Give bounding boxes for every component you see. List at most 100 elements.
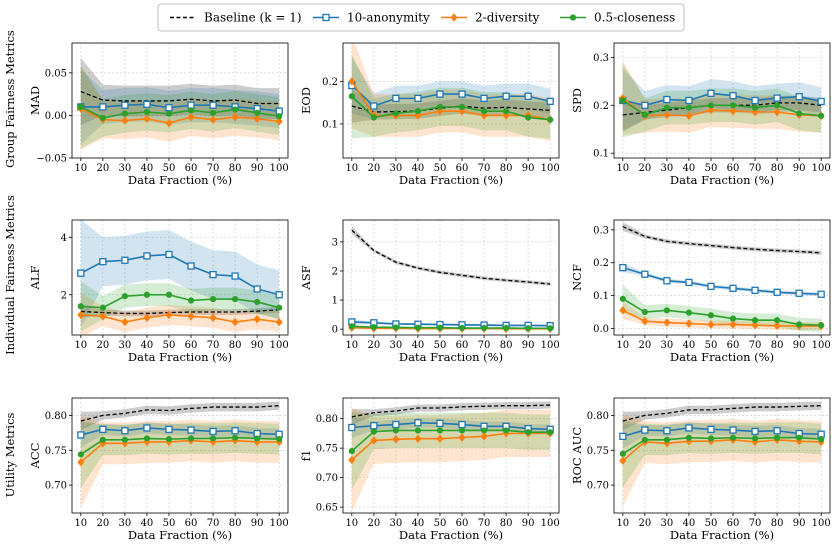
x-axis: 10 20 30 40 50 60 70 80 90 100 Data Fraction (%)	[74, 513, 289, 542]
data-point	[525, 325, 532, 332]
y-axis-label: NCF	[570, 264, 584, 291]
data-point	[751, 427, 759, 436]
data-point	[414, 419, 422, 427]
data-point	[685, 434, 693, 441]
data-point	[392, 427, 399, 434]
data-point	[707, 435, 715, 442]
data-point	[121, 256, 129, 264]
band-baseline	[622, 95, 822, 131]
x-axis-label: Data Fraction (%)	[670, 528, 774, 542]
series-10-anonymity	[348, 419, 554, 433]
data-point	[209, 270, 217, 279]
x-tick-label: 20	[367, 518, 380, 529]
legend-entry-baseline-k-1: Baseline (k = 1)	[170, 11, 302, 25]
band-0-5-closeness	[80, 280, 280, 332]
plot-area	[77, 57, 283, 150]
x-axis: 10 20 30 40 50 60 70 80 90 100 Data Fraction (%)	[74, 335, 289, 364]
data-point	[707, 282, 715, 291]
band-2-diversity	[80, 67, 280, 150]
x-tick-label: 90	[522, 340, 535, 351]
x-tick-label: 80	[229, 163, 242, 174]
data-point	[502, 111, 510, 120]
data-point	[525, 429, 532, 436]
legend-entry-0-5-closeness: 0.5-closeness	[560, 11, 675, 25]
y-axis-label: ACC	[28, 442, 42, 469]
series-0-5-closeness	[619, 434, 825, 457]
data-point	[392, 324, 399, 331]
data-point	[254, 435, 261, 442]
data-point	[774, 102, 781, 109]
data-point	[348, 323, 355, 330]
data-point	[143, 108, 151, 116]
x-axis: 10 20 30 40 50 60 70 80 90 100 Data Fraction (%)	[616, 513, 831, 542]
data-point	[187, 435, 195, 442]
x-tick-label: 80	[229, 518, 242, 529]
data-point	[99, 436, 106, 443]
x-tick-label: 20	[638, 518, 651, 529]
data-point	[774, 434, 781, 441]
y-axis-label: ASF	[299, 265, 313, 290]
x-tick-label: 10	[616, 163, 629, 174]
legend-label: 0.5-closeness	[594, 11, 675, 25]
x-tick-label: 70	[749, 518, 762, 529]
data-point	[818, 436, 825, 443]
data-point	[774, 317, 781, 324]
x-tick-label: 100	[541, 340, 560, 351]
data-point	[707, 320, 715, 329]
series-line	[351, 85, 551, 107]
data-point	[99, 304, 106, 311]
row-label-group-fairness-metrics: Group Fairness Metrics	[3, 30, 17, 168]
row-label-utility-metrics: Utility Metrics	[3, 412, 17, 497]
x-tick-label: 90	[522, 163, 535, 174]
legend-marker	[322, 13, 330, 22]
data-point	[503, 427, 510, 434]
data-point	[253, 114, 261, 124]
panel-acc: 10 20 30 40 50 60 70 80 90 100 Data Fraction (%) 0.…	[28, 397, 289, 542]
data-point	[502, 92, 510, 100]
data-point	[209, 115, 217, 124]
series-line	[351, 229, 551, 285]
x-tick-label: 50	[163, 518, 176, 529]
series-baseline	[622, 405, 822, 422]
data-point	[663, 318, 671, 327]
data-point	[751, 286, 759, 294]
x-tick-label: 40	[412, 518, 425, 529]
x-tick-label: 40	[141, 518, 154, 529]
data-point	[209, 313, 217, 322]
x-tick-label: 10	[74, 163, 87, 174]
data-point	[663, 95, 671, 104]
series-baseline	[351, 229, 551, 285]
y-axis: 0.0 0.1 0.2 0.3 NCF	[570, 225, 614, 335]
x-tick-label: 40	[412, 340, 425, 351]
plot-area	[619, 222, 825, 332]
data-point	[165, 250, 173, 259]
panel-alf: 10 20 30 40 50 60 70 80 90 100 Data Fraction (%) 2 4…	[28, 219, 289, 364]
x-axis-label: Data Fraction (%)	[128, 350, 232, 364]
y-tick-label: 1	[332, 296, 338, 307]
data-point	[275, 291, 283, 299]
x-tick-label: 70	[207, 340, 220, 351]
data-point	[525, 114, 532, 121]
data-point	[231, 112, 239, 122]
data-point	[276, 436, 283, 443]
x-tick-label: 30	[390, 518, 403, 529]
data-point	[458, 420, 466, 429]
data-point	[187, 107, 195, 114]
axes-frame	[613, 42, 831, 159]
x-tick-label: 70	[478, 518, 491, 529]
data-point	[165, 118, 173, 128]
series-line	[80, 314, 280, 323]
legend-marker	[450, 13, 458, 22]
y-tick-label: 0.1	[593, 291, 609, 302]
data-point	[503, 324, 510, 332]
x-axis-label: Data Fraction (%)	[399, 350, 503, 364]
data-point	[232, 434, 239, 441]
data-point	[685, 111, 693, 121]
series-line	[622, 99, 822, 117]
data-point	[209, 435, 217, 442]
x-tick-label: 60	[456, 340, 469, 351]
data-point	[143, 435, 151, 442]
data-point	[370, 324, 377, 331]
series-line	[80, 293, 280, 309]
